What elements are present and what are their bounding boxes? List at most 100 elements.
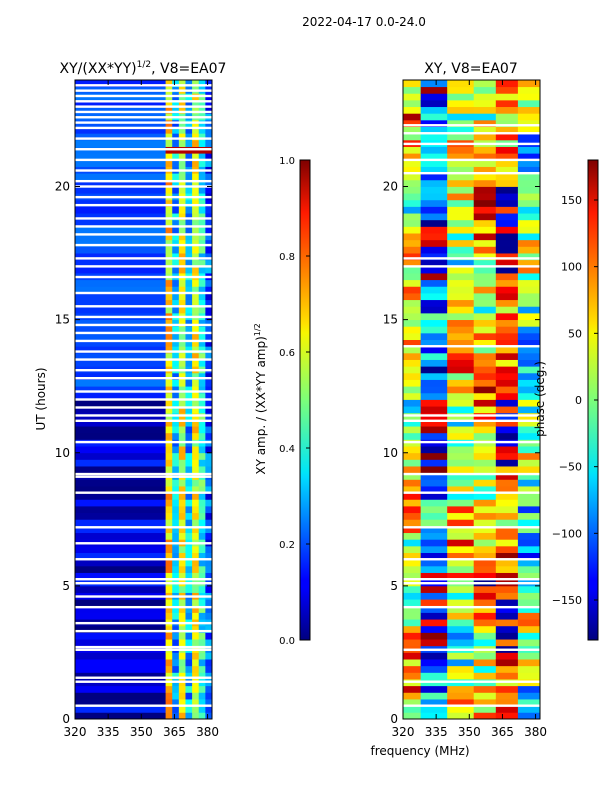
heat-cell: [198, 612, 206, 620]
heat-cell: [192, 286, 200, 294]
heat-cell: [205, 525, 212, 534]
heat-cell: [473, 299, 497, 307]
heat-cell: [517, 486, 540, 494]
heat-cell: [447, 692, 475, 700]
heat-cell: [178, 206, 186, 214]
heat-cell: [185, 206, 193, 214]
heat-cell: [447, 472, 475, 480]
flag-gap: [75, 148, 212, 151]
heat-cell: [185, 266, 193, 274]
heat-cell: [172, 545, 180, 553]
heat-cell: [165, 399, 173, 407]
heat-cell: [517, 572, 540, 580]
flag-gap: [403, 578, 540, 581]
amplitude-colorbar-label-sup: 1/2: [253, 323, 262, 336]
flag-gap: [403, 582, 540, 585]
flag-gap: [75, 315, 212, 319]
flag-gap: [75, 89, 212, 92]
flag-gap: [403, 142, 540, 146]
heat-cell: [205, 705, 212, 713]
heat-cell: [178, 359, 186, 367]
heat-cell: [178, 399, 186, 407]
heat-cell: [165, 492, 173, 500]
heat-cell: [198, 80, 206, 88]
heat-cell: [205, 432, 212, 440]
heat-cell: [420, 572, 448, 580]
heat-cell: [495, 406, 519, 414]
heat-cell: [403, 599, 422, 607]
heat-cell: [75, 213, 166, 221]
heat-cell: [420, 479, 448, 487]
heat-cell: [185, 299, 193, 307]
heat-cell: [198, 426, 206, 434]
heat-cell: [192, 426, 200, 434]
heat-cell: [198, 685, 206, 693]
heat-cell: [172, 219, 180, 227]
flag-gap: [75, 121, 212, 124]
heat-cell: [495, 592, 519, 600]
heat-cell: [447, 146, 475, 154]
heat-cell: [165, 246, 173, 254]
heat-cell: [185, 585, 193, 593]
flag-gap: [75, 126, 212, 130]
heat-cell: [473, 625, 497, 633]
heat-cell: [198, 219, 206, 227]
phase-panel: XY, V8=EA07 320 335 350 365 380 0 5 10 15 20: [383, 61, 547, 739]
heat-cell: [185, 672, 193, 680]
heat-cell: [198, 605, 206, 613]
heat-cell: [192, 559, 200, 567]
heat-cell: [178, 519, 186, 527]
heat-cell: [447, 219, 475, 227]
heat-cell: [178, 712, 186, 719]
flag-gap: [75, 605, 212, 609]
heat-cell: [447, 246, 475, 254]
heat-cell: [403, 166, 422, 174]
heat-cell: [205, 319, 212, 327]
heat-cell: [178, 432, 186, 440]
heat-cell: [517, 159, 540, 167]
heat-cell: [205, 486, 212, 494]
heat-cell: [420, 80, 448, 88]
heat-cell: [185, 286, 193, 294]
heat-cell: [185, 639, 193, 647]
heat-cell: [473, 525, 497, 534]
heat-cell: [473, 86, 497, 94]
heat-cell: [185, 293, 193, 301]
heat-cell: [185, 253, 193, 261]
heat-cell: [473, 592, 497, 600]
heat-cell: [420, 286, 448, 294]
heat-cell: [447, 312, 475, 321]
heat-cell: [517, 512, 540, 520]
heat-cell: [420, 466, 448, 474]
heat-cell: [198, 359, 206, 367]
heat-cell: [165, 612, 173, 620]
heat-cell: [172, 259, 180, 267]
heat-cell: [495, 486, 519, 494]
heat-cell: [178, 426, 186, 434]
heat-cell: [495, 359, 519, 367]
heat-cell: [172, 80, 180, 88]
heat-cell: [172, 359, 180, 367]
heat-cell: [192, 659, 200, 667]
heat-cell: [198, 665, 206, 673]
heat-cell: [75, 139, 166, 147]
heat-cell: [473, 545, 497, 553]
heat-cell: [495, 665, 519, 673]
heat-cell: [75, 159, 166, 167]
flag-gap: [75, 648, 212, 651]
heat-cell: [517, 239, 540, 247]
heat-cell: [517, 199, 540, 207]
heat-cell: [517, 359, 540, 367]
heat-cell: [495, 612, 519, 620]
heat-cell: [75, 525, 166, 534]
heat-cell: [165, 379, 173, 387]
heat-cell: [198, 159, 206, 167]
heat-cell: [192, 665, 200, 673]
heat-cell: [178, 459, 186, 467]
heat-cell: [517, 332, 540, 340]
heat-cell: [192, 253, 200, 261]
heat-cell: [495, 106, 519, 114]
heat-cell: [403, 712, 422, 719]
heat-cell: [473, 179, 497, 187]
heat-cell: [473, 532, 497, 540]
